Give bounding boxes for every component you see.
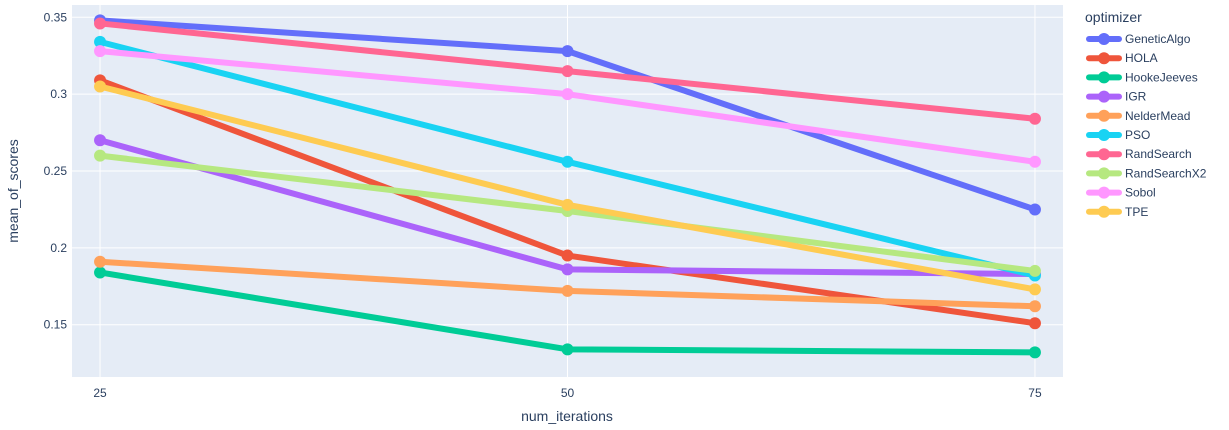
- data-point: [1028, 155, 1041, 168]
- legend-item[interactable]: PSO: [1086, 128, 1150, 142]
- data-point: [94, 45, 107, 58]
- legend: optimizer GeneticAlgo HOLA HookeJeeves IGR N…: [1085, 9, 1207, 219]
- data-point: [561, 284, 574, 297]
- legend-item[interactable]: GeneticAlgo: [1086, 32, 1191, 46]
- x-tick-label: 50: [561, 386, 575, 400]
- y-tick-label: 0.15: [44, 318, 68, 332]
- series-NelderMead: [94, 255, 1041, 313]
- legend-swatch-marker: [1098, 186, 1110, 199]
- data-point: [1028, 346, 1041, 359]
- x-tick-label: 25: [93, 386, 107, 400]
- y-tick-label: 0.35: [44, 10, 68, 24]
- data-point: [94, 35, 107, 48]
- y-tick-label: 0.2: [50, 241, 67, 255]
- series-Sobol: [94, 45, 1041, 168]
- data-point: [1028, 264, 1041, 277]
- legend-label: RandSearch: [1125, 147, 1192, 161]
- legend-label: PSO: [1125, 128, 1150, 142]
- legend-label: TPE: [1125, 205, 1148, 219]
- data-point: [561, 249, 574, 262]
- series-group: [94, 14, 1041, 359]
- data-point: [94, 17, 107, 30]
- data-point: [1028, 300, 1041, 313]
- legend-swatch-marker: [1098, 109, 1110, 122]
- data-point: [561, 45, 574, 58]
- y-axis-ticks: 0.15 0.2 0.25 0.3 0.35: [44, 10, 68, 331]
- series-RandSearch: [94, 17, 1041, 125]
- legend-label: HookeJeeves: [1125, 70, 1198, 84]
- data-point: [561, 343, 574, 356]
- data-point: [1028, 283, 1041, 296]
- legend-item[interactable]: NelderMead: [1086, 109, 1190, 123]
- legend-item[interactable]: TPE: [1086, 205, 1148, 219]
- legend-swatch-marker: [1098, 52, 1110, 65]
- data-point: [561, 88, 574, 101]
- y-tick-label: 0.3: [50, 87, 67, 101]
- legend-swatch-marker: [1098, 71, 1110, 84]
- legend-label: RandSearchX2: [1125, 166, 1207, 180]
- legend-swatch-marker: [1098, 33, 1110, 45]
- data-point: [1028, 112, 1041, 125]
- legend-swatch-marker: [1098, 167, 1110, 180]
- data-point: [1028, 317, 1041, 330]
- legend-item[interactable]: Sobol: [1086, 186, 1156, 200]
- x-axis-title: num_iterations: [521, 408, 613, 424]
- legend-swatch-marker: [1098, 129, 1110, 141]
- data-point: [94, 80, 107, 93]
- data-point: [561, 65, 574, 78]
- y-axis-title: mean_of_scores: [5, 139, 21, 243]
- legend-title: optimizer: [1085, 9, 1142, 25]
- data-point: [94, 149, 107, 162]
- series-TPE: [94, 80, 1041, 296]
- legend-items: GeneticAlgo HOLA HookeJeeves IGR NelderMead P…: [1086, 32, 1207, 219]
- data-point: [561, 155, 574, 168]
- data-point: [1028, 203, 1041, 216]
- legend-item[interactable]: HOLA: [1086, 51, 1158, 65]
- legend-label: Sobol: [1125, 186, 1156, 200]
- data-point: [94, 134, 107, 147]
- legend-item[interactable]: HookeJeeves: [1086, 70, 1198, 84]
- legend-label: HOLA: [1125, 51, 1158, 65]
- legend-label: GeneticAlgo: [1125, 32, 1191, 46]
- legend-label: NelderMead: [1125, 109, 1190, 123]
- legend-item[interactable]: RandSearch: [1086, 147, 1192, 161]
- legend-swatch-marker: [1098, 148, 1110, 161]
- data-point: [561, 263, 574, 276]
- legend-item[interactable]: RandSearchX2: [1086, 166, 1207, 180]
- legend-swatch-marker: [1098, 205, 1110, 218]
- data-point: [94, 255, 107, 268]
- legend-swatch-marker: [1098, 90, 1110, 103]
- data-point: [94, 266, 107, 279]
- x-axis-ticks: 25 50 75: [93, 386, 1042, 400]
- data-point: [561, 198, 574, 211]
- y-tick-label: 0.25: [44, 164, 68, 178]
- series-HookeJeeves: [94, 266, 1041, 359]
- x-tick-label: 75: [1028, 386, 1042, 400]
- legend-item[interactable]: IGR: [1086, 90, 1147, 104]
- legend-label: IGR: [1125, 90, 1147, 104]
